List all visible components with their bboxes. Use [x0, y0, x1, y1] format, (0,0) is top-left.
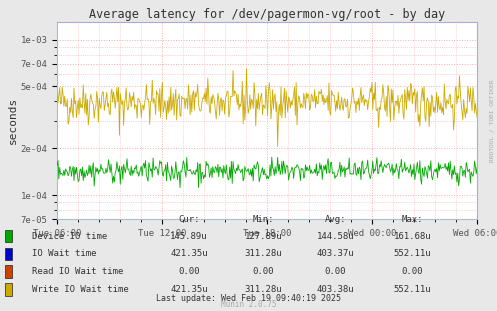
Text: 144.58u: 144.58u — [317, 232, 354, 241]
Text: 552.11u: 552.11u — [394, 249, 431, 258]
Text: Max:: Max: — [402, 215, 423, 224]
Text: 145.89u: 145.89u — [170, 232, 208, 241]
Title: Average latency for /dev/pagermon-vg/root - by day: Average latency for /dev/pagermon-vg/roo… — [89, 7, 445, 21]
Text: 0.00: 0.00 — [402, 267, 423, 276]
Text: 403.37u: 403.37u — [317, 249, 354, 258]
Text: Read IO Wait time: Read IO Wait time — [32, 267, 124, 276]
Text: Avg:: Avg: — [325, 215, 346, 224]
Text: RRDTOOL / TOBI OETIKER: RRDTOOL / TOBI OETIKER — [490, 79, 495, 162]
Text: 0.00: 0.00 — [178, 267, 200, 276]
Text: 403.38u: 403.38u — [317, 285, 354, 294]
Text: 421.35u: 421.35u — [170, 249, 208, 258]
Text: 0.00: 0.00 — [252, 267, 274, 276]
Text: Device IO time: Device IO time — [32, 232, 107, 241]
Text: Cur:: Cur: — [178, 215, 200, 224]
Text: 311.28u: 311.28u — [245, 285, 282, 294]
Y-axis label: seconds: seconds — [8, 97, 18, 144]
Text: 552.11u: 552.11u — [394, 285, 431, 294]
Text: Munin 2.0.75: Munin 2.0.75 — [221, 300, 276, 309]
Text: IO Wait time: IO Wait time — [32, 249, 97, 258]
Text: 311.28u: 311.28u — [245, 249, 282, 258]
Text: 421.35u: 421.35u — [170, 285, 208, 294]
Text: Write IO Wait time: Write IO Wait time — [32, 285, 129, 294]
Text: Min:: Min: — [252, 215, 274, 224]
Text: 127.89u: 127.89u — [245, 232, 282, 241]
Text: Last update: Wed Feb 19 09:40:19 2025: Last update: Wed Feb 19 09:40:19 2025 — [156, 294, 341, 303]
Text: 0.00: 0.00 — [325, 267, 346, 276]
Text: 161.68u: 161.68u — [394, 232, 431, 241]
